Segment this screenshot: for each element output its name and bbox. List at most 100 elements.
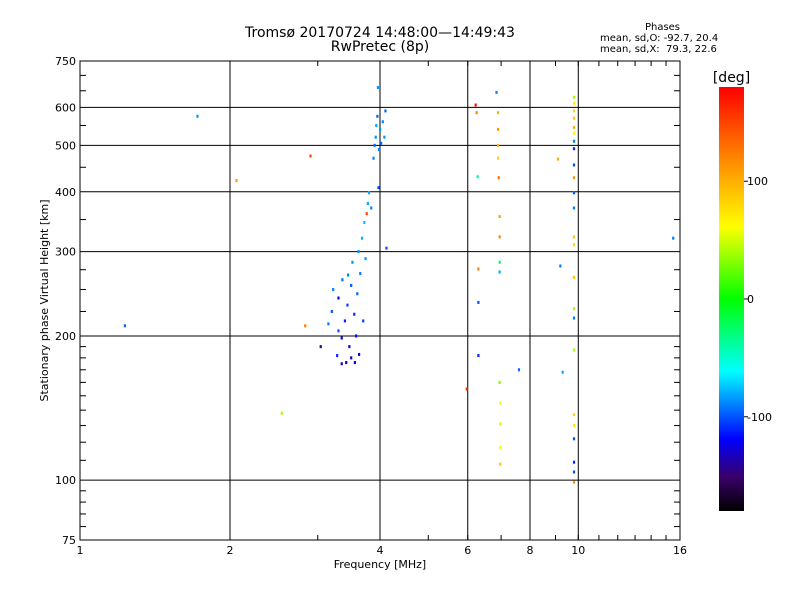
echo-point xyxy=(572,125,576,129)
colorbar-tick-label: -100 xyxy=(747,411,772,424)
echo-point xyxy=(572,316,576,320)
echo-point xyxy=(498,380,501,384)
echo-point xyxy=(496,143,500,147)
phase-stats-x: mean, sd,X: 79.3, 22.6 xyxy=(600,44,717,55)
echo-point xyxy=(498,260,501,264)
echo-point xyxy=(572,243,576,247)
echo-point xyxy=(351,260,354,264)
echo-point xyxy=(375,124,378,128)
x-axis-label: Frequency [MHz] xyxy=(334,558,426,571)
echo-point xyxy=(346,273,350,277)
echo-point xyxy=(572,101,576,105)
echo-point xyxy=(196,114,199,118)
echo-point xyxy=(336,354,339,358)
echo-point xyxy=(304,324,307,328)
echo-point xyxy=(495,90,498,94)
echo-point xyxy=(377,148,381,152)
echo-point xyxy=(366,202,369,206)
echo-point xyxy=(499,401,502,405)
echo-point xyxy=(497,176,500,180)
echo-point xyxy=(353,361,356,365)
echo-point xyxy=(309,154,312,158)
x-tick-label: 1 xyxy=(77,544,84,557)
echo-point xyxy=(572,176,576,180)
echo-point xyxy=(672,236,675,240)
echo-point xyxy=(499,445,502,449)
echo-point xyxy=(367,191,371,195)
chart-title: Tromsø 20170724 14:48:00—14:49:43 xyxy=(245,25,515,41)
echo-point xyxy=(556,157,560,161)
y-tick-label: 200 xyxy=(55,330,76,343)
y-tick-label: 600 xyxy=(55,101,76,114)
echo-point xyxy=(384,109,387,113)
echo-point xyxy=(559,264,562,268)
x-tick-label: 16 xyxy=(673,544,687,557)
echo-point xyxy=(376,114,379,118)
echo-point xyxy=(572,424,576,428)
echo-point xyxy=(337,329,340,333)
echo-point xyxy=(465,387,468,391)
echo-point xyxy=(572,460,576,464)
grid-layer xyxy=(80,61,680,540)
colorbar-label: [deg] xyxy=(713,70,750,86)
echo-point xyxy=(235,179,238,183)
axis-ticks xyxy=(80,61,680,540)
y-axis-label: Stationary phase Virtual Height [km] xyxy=(38,199,51,401)
echo-point xyxy=(332,288,335,292)
echo-point xyxy=(357,250,360,254)
echo-point xyxy=(364,257,367,261)
echo-point xyxy=(561,370,564,374)
colorbar-tick-label: 0 xyxy=(747,293,754,306)
echo-point xyxy=(341,278,344,282)
echo-point xyxy=(475,111,478,115)
echo-point xyxy=(499,462,502,466)
echo-point xyxy=(517,368,521,372)
echo-point xyxy=(477,354,480,358)
echo-point xyxy=(572,348,576,352)
colorbar xyxy=(719,87,744,511)
echo-point xyxy=(572,470,576,474)
echo-point xyxy=(572,109,576,113)
echo-point xyxy=(359,272,362,276)
x-tick-label: 10 xyxy=(571,544,585,557)
echo-point xyxy=(572,95,576,99)
echo-point xyxy=(572,206,576,210)
colorbar-tick-label: 100 xyxy=(747,175,768,188)
echo-point xyxy=(476,175,479,179)
echo-point xyxy=(572,147,576,151)
echo-point xyxy=(356,292,359,296)
y-tick-label: 300 xyxy=(55,246,76,259)
echo-point xyxy=(348,345,351,349)
echo-point xyxy=(379,127,382,131)
echo-point xyxy=(572,480,576,484)
echo-point xyxy=(572,139,576,143)
echo-point xyxy=(353,312,356,316)
colorbar-ticks: -100 0 100 xyxy=(744,175,772,424)
echo-point xyxy=(572,275,576,279)
echo-point xyxy=(474,103,477,107)
echo-point xyxy=(572,116,576,120)
y-tick-label: 750 xyxy=(55,55,76,68)
echo-point xyxy=(354,334,358,338)
echo-point xyxy=(496,156,500,160)
echo-point xyxy=(350,283,353,287)
echo-point xyxy=(319,345,322,349)
x-tick-label: 8 xyxy=(527,544,534,557)
echo-point xyxy=(360,236,364,240)
echo-point xyxy=(572,191,576,195)
echo-point xyxy=(362,319,365,323)
echo-point xyxy=(340,362,343,366)
chart-subtitle: RwPretec (8p) xyxy=(330,39,430,55)
echo-point xyxy=(377,186,380,190)
echo-point xyxy=(337,296,340,300)
y-tick-label: 500 xyxy=(55,139,76,152)
phase-stats: Phases mean, sd,O: -92.7, 20.4 mean, sd,X… xyxy=(600,22,725,55)
y-tick-label: 100 xyxy=(55,474,76,487)
echo-point xyxy=(383,135,386,139)
x-tick-label: 6 xyxy=(464,544,471,557)
echo-point xyxy=(381,120,384,124)
echo-point xyxy=(385,246,388,250)
echo-point xyxy=(363,221,366,225)
echo-point xyxy=(370,206,373,210)
x-tick-label: 2 xyxy=(227,544,234,557)
